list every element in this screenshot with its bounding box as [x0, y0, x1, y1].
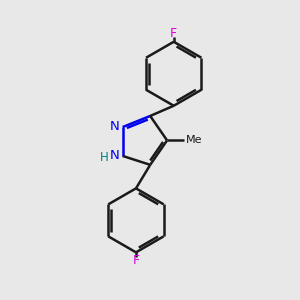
Text: N: N	[110, 149, 119, 162]
Text: F: F	[132, 254, 140, 267]
Text: N: N	[110, 120, 119, 133]
Text: Me: Me	[186, 135, 203, 146]
Text: H: H	[100, 151, 108, 164]
Text: F: F	[170, 27, 177, 40]
